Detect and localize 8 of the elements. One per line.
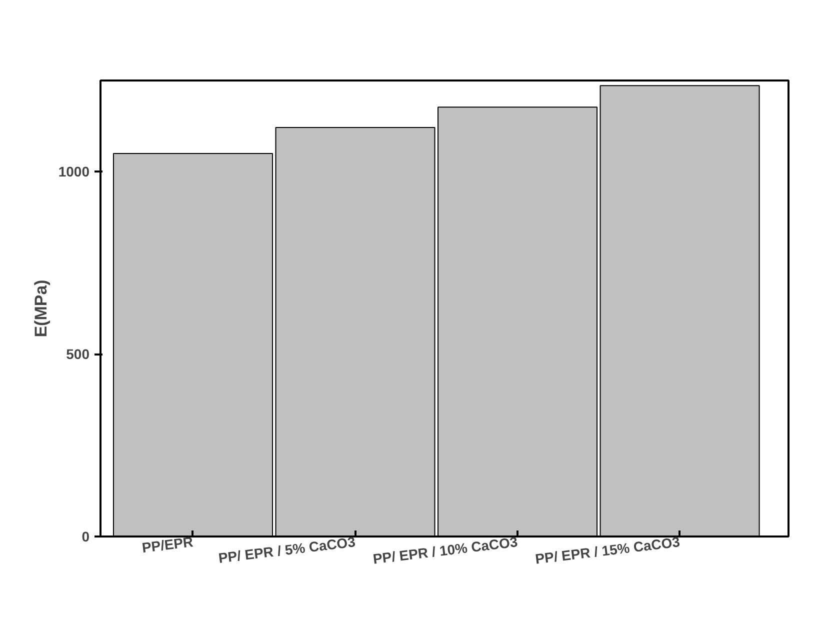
x-tick-label: PP/ EPR / 10% CaCO3	[372, 534, 519, 567]
y-tick-label: 1000	[58, 164, 90, 180]
x-tick-label: PP/EPR	[141, 534, 194, 556]
x-tick-label: PP/ EPR / 5% CaCO3	[218, 534, 356, 566]
y-axis-title: E(MPa)	[31, 280, 50, 338]
y-tick-label: 500	[66, 346, 90, 362]
y-tick-label: 0	[82, 528, 90, 544]
x-tick-label: PP/ EPR / 15% CaCO3	[534, 534, 681, 567]
